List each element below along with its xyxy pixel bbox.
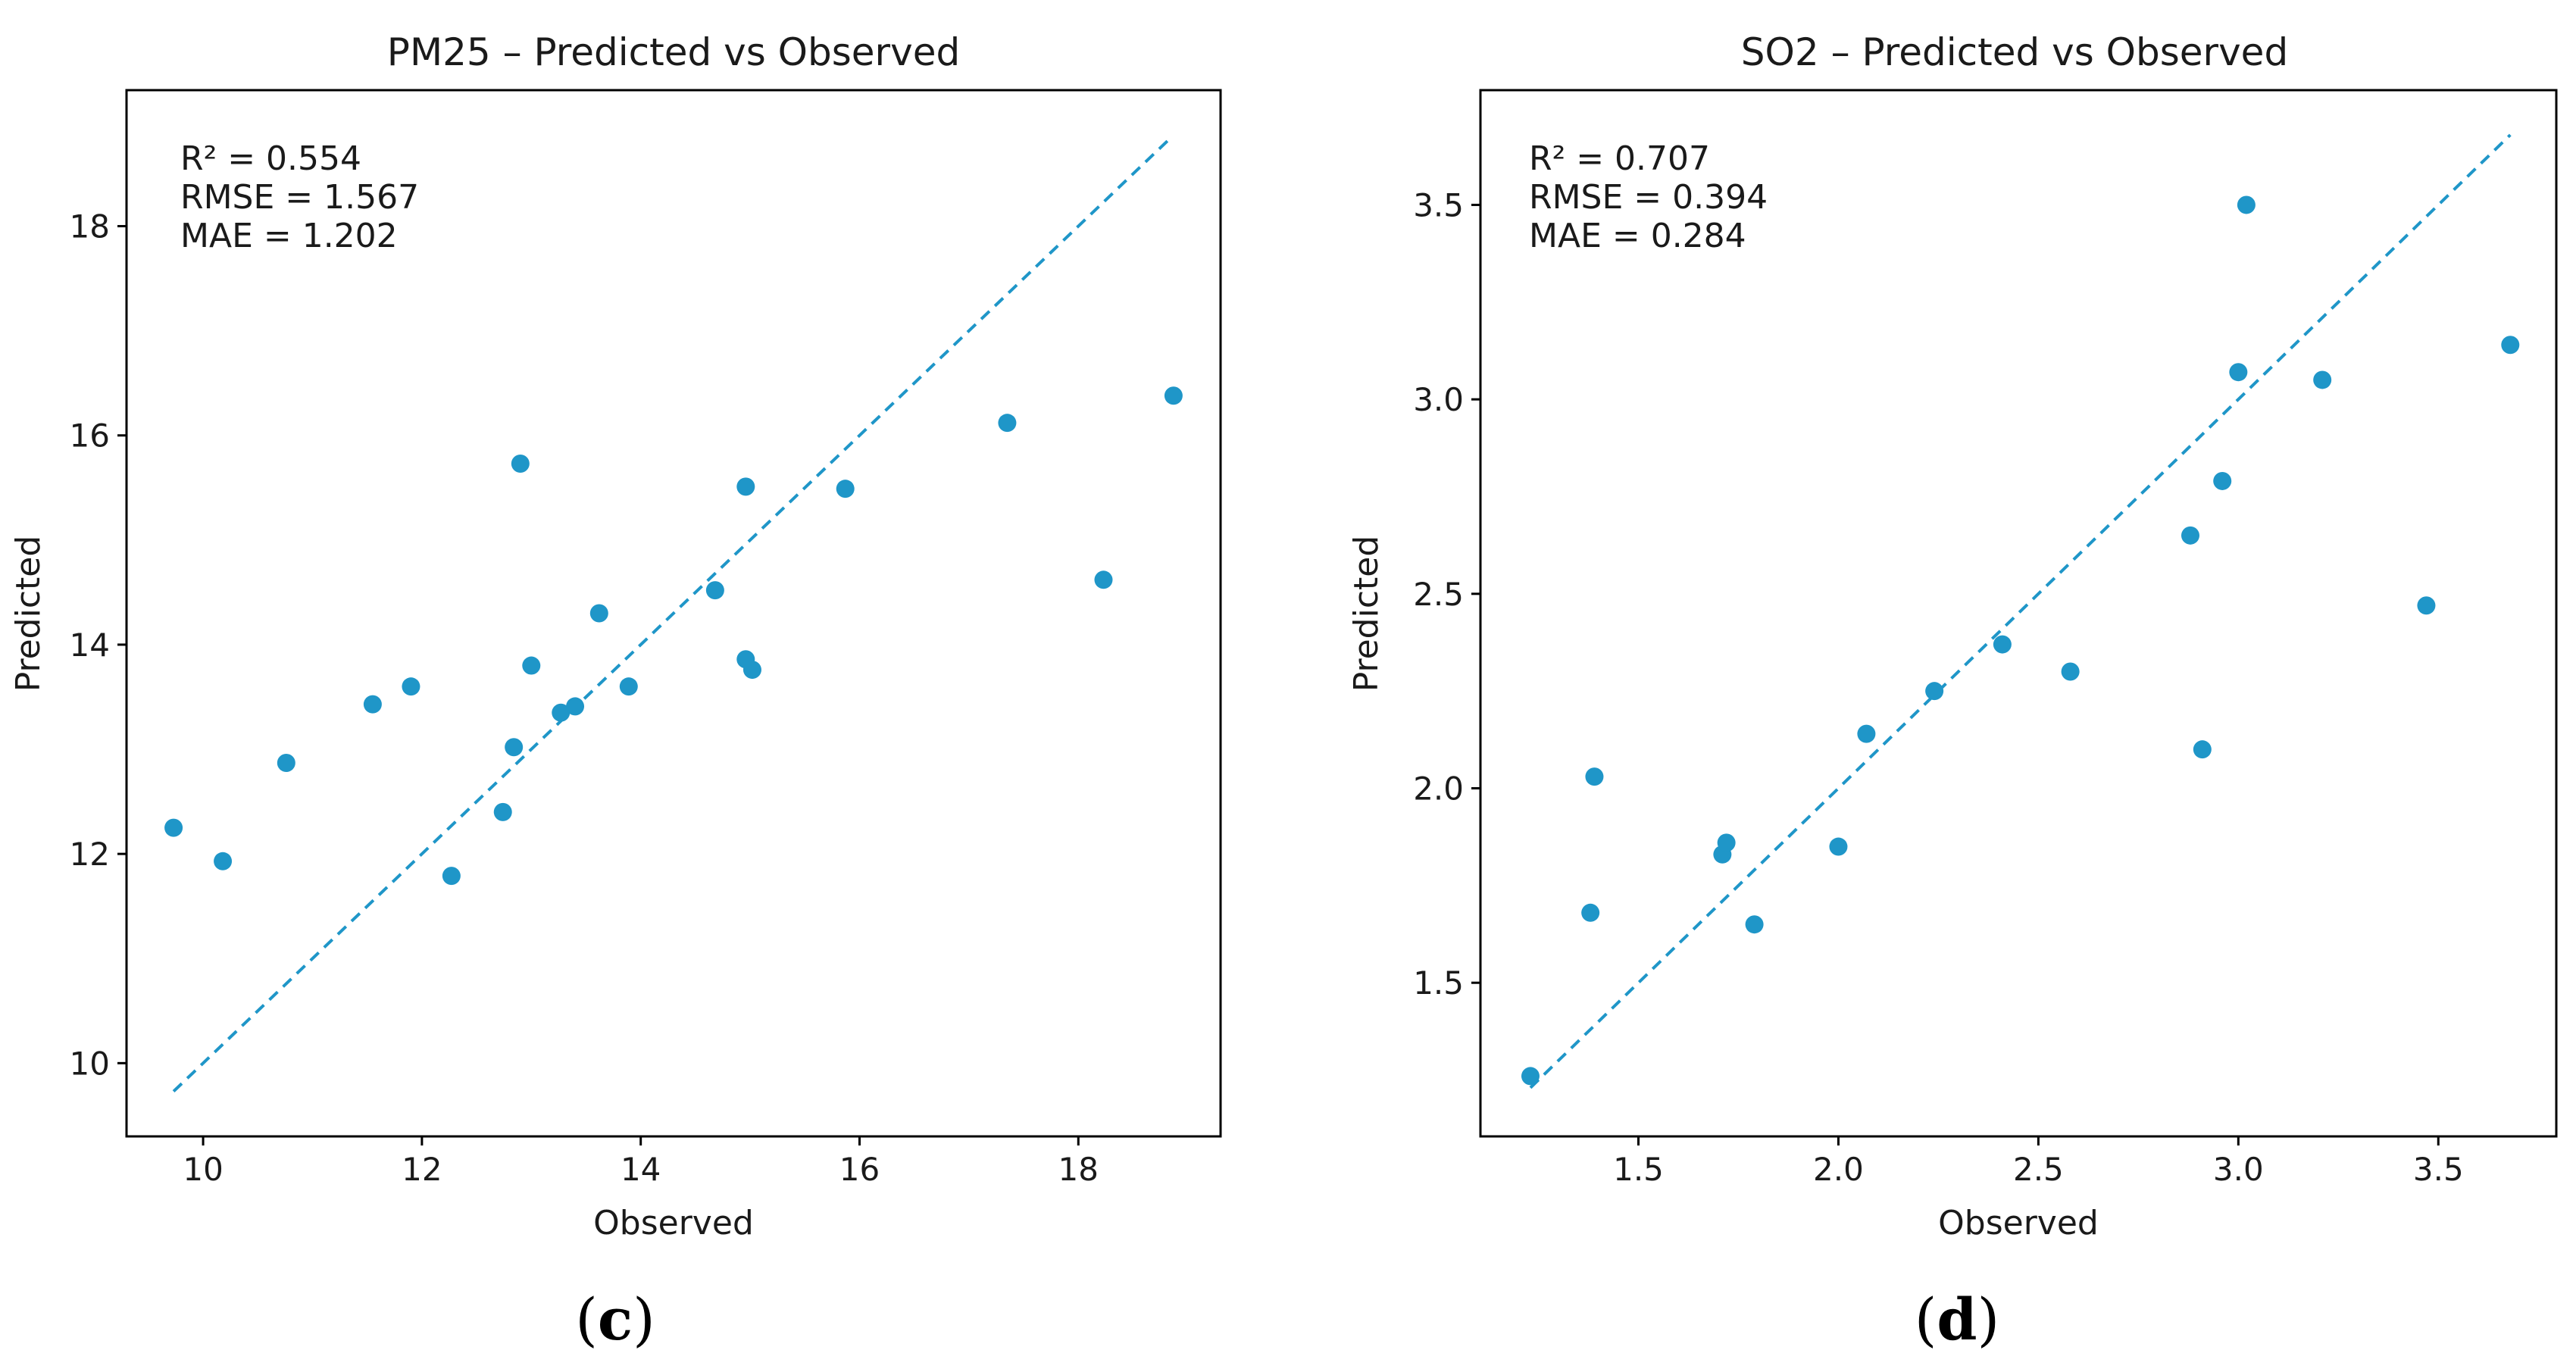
- scatter-point: [836, 480, 855, 498]
- y-tick-label: 14: [70, 627, 110, 664]
- scatter-point: [742, 661, 761, 680]
- scatter-point: [511, 455, 530, 473]
- x-tick-label: 2.5: [2013, 1151, 2064, 1188]
- scatter-point: [1521, 1067, 1540, 1086]
- panel-label-c: (c): [575, 1286, 655, 1353]
- scatter-point: [1581, 903, 1600, 922]
- scatter-point: [2213, 471, 2232, 490]
- rmse-stat: RMSE = 1.567: [180, 178, 419, 217]
- y-tick-label: 12: [70, 836, 110, 873]
- mae-stat: MAE = 1.202: [180, 217, 398, 255]
- scatter-point: [1925, 682, 1944, 701]
- scatter-point: [2313, 370, 2332, 389]
- scatter-point: [214, 852, 233, 870]
- scatter-point: [2237, 195, 2256, 214]
- x-tick-label: 10: [183, 1151, 223, 1188]
- scatter-point: [566, 697, 585, 716]
- mae-stat: MAE = 0.284: [1529, 217, 1746, 255]
- pm25-scatter-panel: PM25 – Predicted vs Observed 10 12 14 16 18 …: [9, 30, 1222, 1353]
- y-tick-label: 18: [70, 208, 110, 245]
- rmse-stat: RMSE = 0.394: [1529, 178, 1768, 217]
- r2-stat: R² = 0.554: [180, 139, 361, 178]
- axes-frame: [1479, 89, 2558, 1138]
- x-tick-label: 3.0: [2213, 1151, 2264, 1188]
- x-tick-label: 2.0: [1813, 1151, 1864, 1188]
- scatter-point: [619, 677, 638, 696]
- y-tick-label: 3.0: [1413, 381, 1464, 418]
- panel-label-d: (d): [1915, 1286, 1999, 1353]
- scatter-point: [736, 477, 755, 496]
- scatter-point: [522, 656, 541, 675]
- y-axis-ticks: 1.5 2.0 2.5 3.0 3.5: [1413, 186, 1480, 1002]
- chart-title: SO2 – Predicted vs Observed: [1741, 30, 2288, 74]
- scatter-point: [589, 604, 608, 623]
- x-axis-label: Observed: [593, 1204, 754, 1242]
- scatter-point: [2193, 740, 2212, 759]
- scatter-points: [164, 386, 1183, 886]
- x-tick-label: 3.5: [2413, 1151, 2464, 1188]
- scatter-point: [1585, 767, 1604, 786]
- y-tick-label: 3.5: [1413, 186, 1464, 223]
- so2-scatter-panel: SO2 – Predicted vs Observed 1.5 2.0 2.5 3.0…: [1347, 30, 2558, 1353]
- scatter-point: [2417, 596, 2436, 615]
- y-axis-label: Predicted: [9, 536, 48, 692]
- y-tick-label: 2.0: [1413, 770, 1464, 808]
- scatter-point: [505, 738, 524, 757]
- scatter-point: [1717, 833, 1736, 852]
- x-tick-label: 1.5: [1613, 1151, 1664, 1188]
- scatter-point: [277, 753, 295, 772]
- y-axis-label: Predicted: [1347, 536, 1386, 692]
- scatter-point: [442, 867, 461, 886]
- scatter-point: [1857, 724, 1876, 743]
- scatter-point: [1993, 635, 2012, 654]
- y-axis-ticks: 10 12 14 16 18: [70, 208, 127, 1082]
- scatter-point: [1164, 386, 1183, 405]
- scatter-point: [1094, 570, 1113, 589]
- identity-line: [1529, 133, 2512, 1089]
- scatter-point: [402, 677, 420, 696]
- x-tick-label: 14: [621, 1151, 661, 1188]
- scatter-point: [2181, 526, 2199, 545]
- x-tick-label: 12: [402, 1151, 442, 1188]
- identity-line: [172, 136, 1173, 1093]
- scatter-point: [705, 581, 724, 600]
- y-tick-label: 2.5: [1413, 576, 1464, 613]
- x-axis-label: Observed: [1938, 1204, 2099, 1242]
- scatter-point: [998, 414, 1017, 433]
- y-tick-label: 16: [70, 417, 110, 455]
- scatter-point: [1829, 837, 1848, 856]
- scatter-points: [1521, 195, 2520, 1086]
- x-axis-ticks: 1.5 2.0 2.5 3.0 3.5: [1613, 1136, 2464, 1188]
- scatter-point: [2229, 363, 2248, 382]
- scatter-point: [493, 802, 512, 821]
- y-tick-label: 10: [70, 1045, 110, 1082]
- r2-stat: R² = 0.707: [1529, 139, 1710, 178]
- scatter-point: [1745, 915, 1764, 934]
- scatter-point: [2501, 336, 2520, 355]
- y-tick-label: 1.5: [1413, 964, 1464, 1002]
- x-axis-ticks: 10 12 14 16 18: [183, 1136, 1099, 1188]
- scatter-point: [2061, 662, 2080, 681]
- x-tick-label: 16: [839, 1151, 880, 1188]
- scatter-point: [552, 703, 571, 722]
- x-tick-label: 18: [1058, 1151, 1099, 1188]
- chart-title: PM25 – Predicted vs Observed: [387, 30, 960, 74]
- scatter-point: [363, 695, 382, 714]
- scatter-point: [164, 818, 183, 837]
- axes-frame: [125, 89, 1222, 1138]
